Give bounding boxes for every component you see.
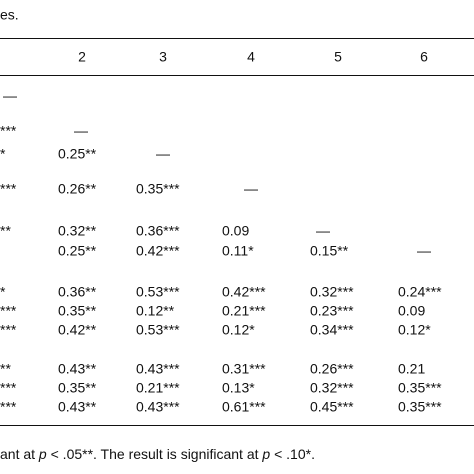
row-label-fragment: *** — [0, 380, 17, 396]
column-header: 3 — [159, 49, 167, 65]
cell: 0.34*** — [310, 322, 354, 338]
cell: — — [74, 123, 88, 139]
column-header: 2 — [78, 49, 86, 65]
row-label-fragment: *** — [0, 181, 17, 197]
cell: 0.35*** — [398, 399, 442, 415]
cell: 0.12** — [136, 303, 175, 319]
cell: 0.31*** — [222, 361, 266, 377]
column-header: 6 — [420, 49, 428, 65]
row-label-fragment: ** — [0, 361, 11, 377]
cell: 0.43*** — [136, 399, 180, 415]
footnote-var: p — [261, 446, 270, 462]
cell: 0.21*** — [222, 303, 266, 319]
cell: 0.43** — [58, 399, 97, 415]
cell: 0.43** — [58, 361, 97, 377]
row-label-fragment: ** — [0, 223, 11, 239]
row-label-fragment: *** — [0, 123, 17, 139]
cell: — — [156, 146, 170, 162]
footnote-part: < .05**. The result is significant at — [47, 446, 263, 462]
cell: 0.12* — [398, 322, 431, 338]
footnote-var: p — [38, 446, 47, 462]
cell: 0.24*** — [398, 284, 442, 300]
cell: 0.32*** — [310, 284, 354, 300]
row-label-fragment: *** — [0, 303, 17, 319]
cell: 0.15** — [310, 243, 349, 259]
cell: 0.43*** — [136, 361, 180, 377]
cell: 0.42*** — [222, 284, 266, 300]
cell: 0.21 — [398, 361, 425, 377]
cell: 0.35** — [58, 303, 97, 319]
cell: 0.09 — [222, 223, 249, 239]
cell: 0.11* — [222, 243, 254, 259]
cell: 0.45*** — [310, 399, 354, 415]
cell: 0.36*** — [136, 223, 180, 239]
cell: — — [417, 243, 431, 259]
cell: 0.53*** — [136, 284, 180, 300]
row-label-fragment: — — [3, 88, 17, 104]
cell: 0.35*** — [398, 380, 442, 396]
cell: 0.26*** — [310, 361, 354, 377]
column-header: 5 — [334, 49, 342, 65]
cell: 0.21*** — [136, 380, 180, 396]
cell: 0.23*** — [310, 303, 354, 319]
row-label-fragment: * — [0, 146, 6, 162]
cell: 0.12* — [222, 322, 255, 338]
cell: 0.42*** — [136, 243, 180, 259]
footnote: ant at p < .05**. The result is signific… — [0, 446, 315, 462]
row-label-fragment: *** — [0, 399, 17, 415]
footnote-part: < .10*. — [270, 446, 315, 462]
cell: — — [316, 223, 330, 239]
cell: 0.61*** — [222, 399, 266, 415]
row-label-fragment: *** — [0, 322, 17, 338]
cell: 0.32** — [58, 223, 97, 239]
cell: 0.53*** — [136, 322, 180, 338]
caption: es. — [0, 7, 19, 23]
cell: 0.26** — [58, 181, 97, 197]
footnote-part: ant at — [0, 446, 39, 462]
cell: 0.32*** — [310, 380, 354, 396]
cell: 0.13* — [222, 380, 255, 396]
row-label-fragment: * — [0, 284, 6, 300]
cell: 0.25** — [58, 243, 97, 259]
cell: 0.35** — [58, 380, 97, 396]
cell: — — [244, 181, 258, 197]
cell: 0.36** — [58, 284, 97, 300]
cell: 0.35*** — [136, 181, 180, 197]
cell: 0.42** — [58, 322, 97, 338]
cell: 0.09 — [398, 303, 425, 319]
column-header: 4 — [247, 49, 255, 65]
cell: 0.25** — [58, 146, 97, 162]
